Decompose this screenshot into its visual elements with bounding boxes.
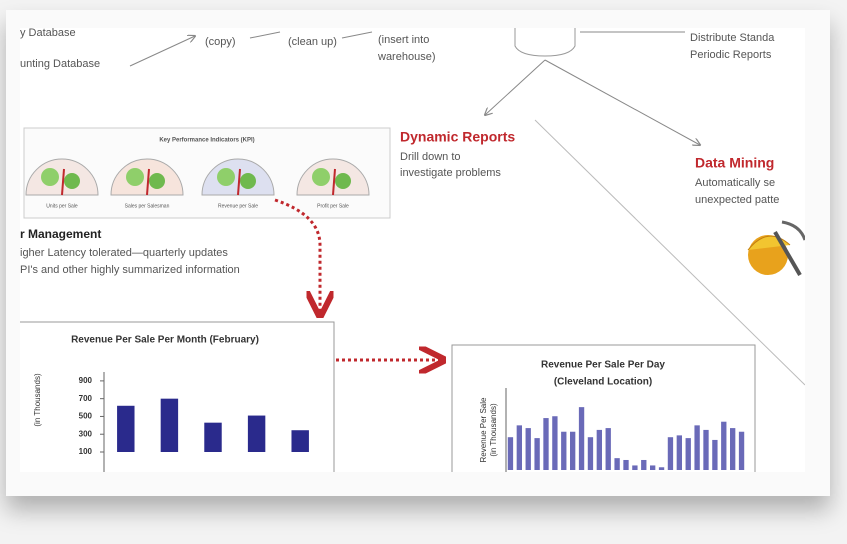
bar xyxy=(117,405,135,452)
chart-subtitle: (Cleveland Location) xyxy=(554,377,652,388)
gauge-accent xyxy=(126,168,144,186)
bar xyxy=(247,415,266,452)
bar xyxy=(516,425,522,470)
bar xyxy=(507,437,514,470)
bar xyxy=(667,437,674,470)
y-axis-label: (in Thousands) xyxy=(489,403,498,457)
step-label: (insert into xyxy=(378,34,429,46)
gauge-accent xyxy=(335,173,351,189)
kpi-title: Key Performance Indicators (KPI) xyxy=(159,138,254,144)
gauge xyxy=(201,158,275,196)
y-tick-label: 900 xyxy=(79,376,93,385)
bar xyxy=(650,465,656,470)
bar xyxy=(676,435,682,470)
bar xyxy=(596,429,602,470)
bar xyxy=(694,425,700,470)
arrow xyxy=(544,59,700,145)
bar xyxy=(641,459,647,470)
bar xyxy=(552,416,558,470)
content: y Database unting Database (copy) (clean up… xyxy=(20,28,805,472)
bar xyxy=(730,428,736,470)
arrow xyxy=(485,59,546,115)
section-text: unexpected patte xyxy=(695,194,779,206)
section-title: r Management xyxy=(20,227,101,241)
y-tick-label: 500 xyxy=(79,412,93,421)
diagram: y Database unting Database (copy) (clean up… xyxy=(20,28,805,472)
bar xyxy=(605,428,611,470)
section-text: investigate problems xyxy=(400,167,501,179)
section-title: Data Mining xyxy=(695,155,774,171)
gauge-accent xyxy=(217,168,235,186)
gauge-label: Sales per Salesman xyxy=(125,203,170,209)
section-text: Automatically se xyxy=(695,177,775,189)
drill-arrow xyxy=(274,198,320,312)
arrow xyxy=(249,31,281,39)
bar xyxy=(685,438,691,470)
section-text: PI's and other highly summarized informa… xyxy=(20,264,240,276)
section-text: Drill down to xyxy=(400,151,461,163)
y-axis-label: Revenue Per Sale xyxy=(479,397,488,462)
bar xyxy=(721,421,727,470)
gauge-accent xyxy=(64,173,80,189)
arrow xyxy=(129,36,195,67)
mining-icon xyxy=(747,220,805,277)
gauge xyxy=(25,158,99,196)
arrow xyxy=(341,31,373,39)
bar xyxy=(160,398,179,452)
y-axis-label: (in Thousands) xyxy=(33,373,42,427)
bar xyxy=(738,431,745,470)
bar xyxy=(291,430,309,452)
gauge-label: Units per Sale xyxy=(46,203,78,209)
chart-title: Revenue Per Sale Per Day xyxy=(541,360,665,371)
gauge-accent xyxy=(240,173,256,189)
gauge-label: Revenue per Sale xyxy=(218,203,258,209)
step-label: warehouse) xyxy=(377,51,435,63)
source-label: unting Database xyxy=(20,58,100,70)
bar xyxy=(658,467,665,470)
gauge xyxy=(296,158,370,196)
bar xyxy=(534,438,540,470)
step-label: (clean up) xyxy=(288,36,337,48)
chart-title: Revenue Per Sale Per Month (February) xyxy=(71,335,259,346)
gauge-needle xyxy=(146,168,150,196)
step-label: (copy) xyxy=(205,36,236,48)
y-tick-label: 300 xyxy=(79,429,93,438)
bar xyxy=(703,429,709,470)
bar xyxy=(570,431,576,470)
bar xyxy=(561,431,567,470)
source-label: y Database xyxy=(20,28,76,39)
gauge xyxy=(110,158,184,196)
y-tick-label: 700 xyxy=(79,394,93,403)
bar xyxy=(543,418,549,470)
bar xyxy=(712,439,718,470)
bar xyxy=(525,428,531,470)
warehouse-icon xyxy=(514,28,576,57)
output-label: Periodic Reports xyxy=(690,49,772,61)
gauge-needle xyxy=(332,168,336,196)
bar xyxy=(204,422,222,452)
y-tick-label: 100 xyxy=(79,447,93,456)
section-title: Dynamic Reports xyxy=(400,129,515,145)
bar xyxy=(614,458,620,470)
gauge-label: Profit per Sale xyxy=(317,203,349,209)
bar xyxy=(632,465,638,470)
gauge-needle xyxy=(61,168,65,196)
gauge-accent xyxy=(41,168,59,186)
gauge-accent xyxy=(149,173,165,189)
bar xyxy=(623,459,629,470)
diagram-area: y Database unting Database (copy) (clean up… xyxy=(20,28,805,472)
output-label: Distribute Standa xyxy=(690,32,775,44)
gauge-needle xyxy=(237,168,241,196)
gauge-accent xyxy=(312,168,330,186)
bar xyxy=(578,407,585,470)
section-text: igher Latency tolerated—quarterly update… xyxy=(20,247,228,259)
divider xyxy=(534,119,805,386)
bar xyxy=(587,437,594,470)
